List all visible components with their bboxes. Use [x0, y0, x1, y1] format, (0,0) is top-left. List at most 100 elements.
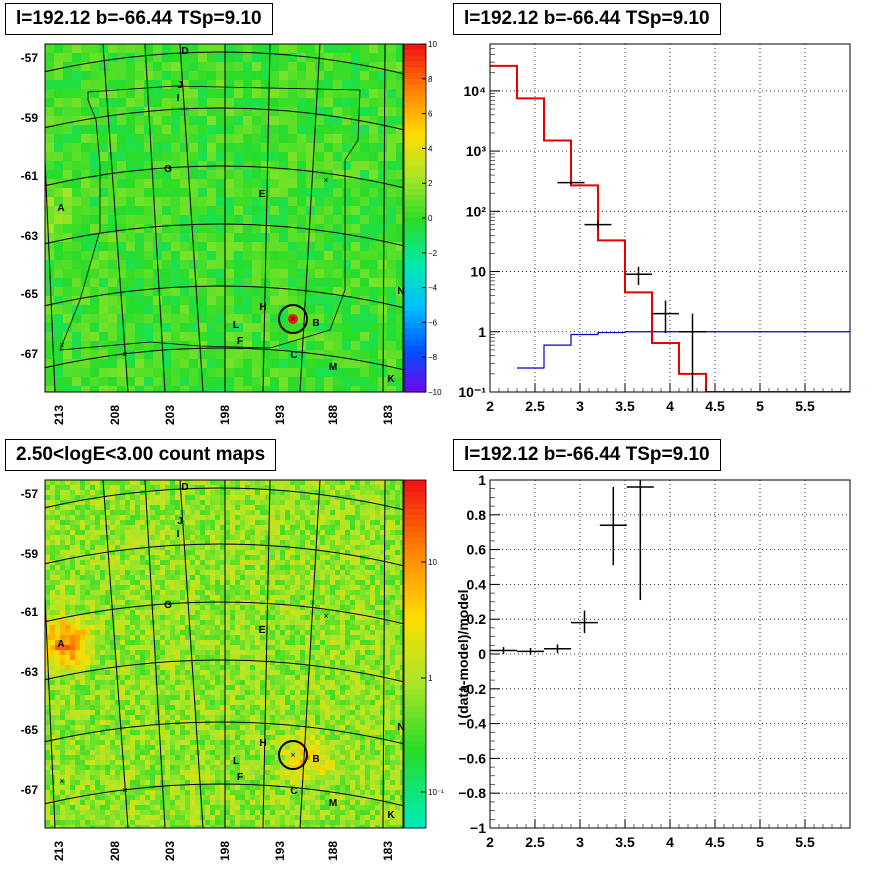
source-label-N: N [397, 722, 404, 733]
lon-tick-label: 213 [52, 405, 66, 425]
source-label-L: L [233, 756, 239, 767]
colorbar-tick-label: −4 [428, 284, 438, 293]
x-tick-label: 5 [756, 398, 764, 414]
residual-point [490, 647, 517, 654]
y-tick-label: 10³ [466, 143, 487, 159]
y-tick-label: 10² [466, 203, 487, 219]
y-tick-label: −0.6 [458, 750, 486, 766]
source-marker: × [122, 349, 127, 359]
colorbar-tick-label: 8 [428, 75, 433, 84]
residual-point [571, 611, 598, 634]
y-axis-label: (data-model)/model [455, 589, 471, 718]
source-label-G: G [164, 164, 172, 175]
lat-tick-label: -63 [21, 665, 39, 679]
data-point [585, 221, 612, 229]
colorbar-tick-label: 0 [428, 214, 433, 223]
model-source-histogram [517, 332, 850, 368]
residual-point [517, 648, 544, 655]
source-label-H: H [259, 302, 266, 313]
residual-point [627, 480, 654, 600]
lon-tick-label: 188 [326, 405, 340, 425]
source-label-A: A [57, 203, 64, 214]
data-point [558, 181, 585, 184]
source-label-F: F [237, 336, 243, 347]
y-tick-label: 10 [470, 264, 486, 280]
y-tick-label: 0.8 [467, 507, 487, 523]
lat-tick-label: -57 [21, 51, 39, 65]
spectrum-title: l=192.12 b=-66.44 TSp=9.10 [453, 3, 721, 35]
count-map-title: 2.50<logE<3.00 count maps [5, 439, 276, 471]
x-tick-label: 5 [756, 834, 764, 850]
source-label-K: K [387, 810, 395, 821]
y-tick-label: 10⁴ [464, 83, 487, 99]
source-label-L: L [233, 320, 239, 331]
x-tick-label: 3.5 [615, 834, 635, 850]
y-tick-label: 1 [478, 472, 486, 488]
source-marker: × [290, 750, 295, 760]
lon-tick-label: 193 [273, 405, 287, 425]
source-label-K: K [387, 374, 395, 385]
colorbar-tick-label: −6 [428, 318, 438, 327]
lat-tick-label: -57 [21, 487, 39, 501]
source-label-N: N [397, 286, 404, 297]
residual-point [600, 487, 627, 565]
y-tick-label: −1 [470, 820, 486, 836]
y-tick-label: −0.8 [458, 785, 486, 801]
x-tick-label: 2.5 [525, 834, 545, 850]
colorbar-tick-label: −2 [428, 249, 438, 258]
colorbar-tick-label: 2 [428, 179, 433, 188]
lon-tick-label: 213 [52, 841, 66, 861]
lat-tick-label: -61 [21, 169, 39, 183]
colorbar-tick-label: 1 [428, 674, 433, 683]
lat-tick-label: -61 [21, 605, 39, 619]
lat-tick-label: -59 [21, 111, 39, 125]
x-tick-label: 4.5 [705, 834, 725, 850]
data-point [625, 267, 652, 285]
source-marker: × [122, 785, 127, 795]
colorbar-tick-label: −8 [428, 353, 438, 362]
source-label-I: I [177, 529, 180, 540]
lat-tick-label: -65 [21, 287, 39, 301]
lon-tick-label: 183 [381, 841, 395, 861]
colorbar-tick-label: −10 [428, 388, 442, 397]
colorbar-tick-label: 6 [428, 110, 433, 119]
lon-tick-label: 198 [218, 405, 232, 425]
data-point [679, 314, 706, 392]
lon-tick-label: 208 [108, 405, 122, 425]
source-marker: × [323, 175, 328, 185]
ts-map-title: l=192.12 b=-66.44 TSp=9.10 [5, 3, 273, 35]
x-tick-label: 2.5 [525, 398, 545, 414]
source-label-I: I [177, 93, 180, 104]
x-tick-label: 4.5 [705, 398, 725, 414]
source-label-C: C [290, 350, 297, 361]
y-tick-label: 10⁻¹ [458, 384, 486, 400]
lat-tick-label: -59 [21, 547, 39, 561]
source-marker: × [59, 340, 64, 350]
lon-tick-label: 193 [273, 841, 287, 861]
colorbar-tick-label: 10⁻¹ [428, 788, 444, 797]
lon-tick-label: 198 [218, 841, 232, 861]
source-label-H: H [259, 738, 266, 749]
y-tick-label: 0.6 [467, 542, 487, 558]
source-label-B: B [312, 754, 319, 765]
lat-tick-label: -67 [21, 783, 39, 797]
source-marker: × [323, 611, 328, 621]
lon-tick-label: 183 [381, 405, 395, 425]
source-label-E: E [259, 189, 266, 200]
source-marker: × [290, 314, 295, 324]
source-label-A: A [57, 639, 64, 650]
source-label-J: J [177, 80, 183, 91]
lat-tick-label: -65 [21, 723, 39, 737]
x-tick-label: 3.5 [615, 398, 635, 414]
x-tick-label: 5.5 [795, 834, 815, 850]
source-label-J: J [177, 516, 183, 527]
source-label-M: M [329, 798, 337, 809]
lon-tick-label: 208 [108, 841, 122, 861]
colorbar-tick-label: 4 [428, 144, 433, 153]
lon-tick-label: 203 [163, 405, 177, 425]
